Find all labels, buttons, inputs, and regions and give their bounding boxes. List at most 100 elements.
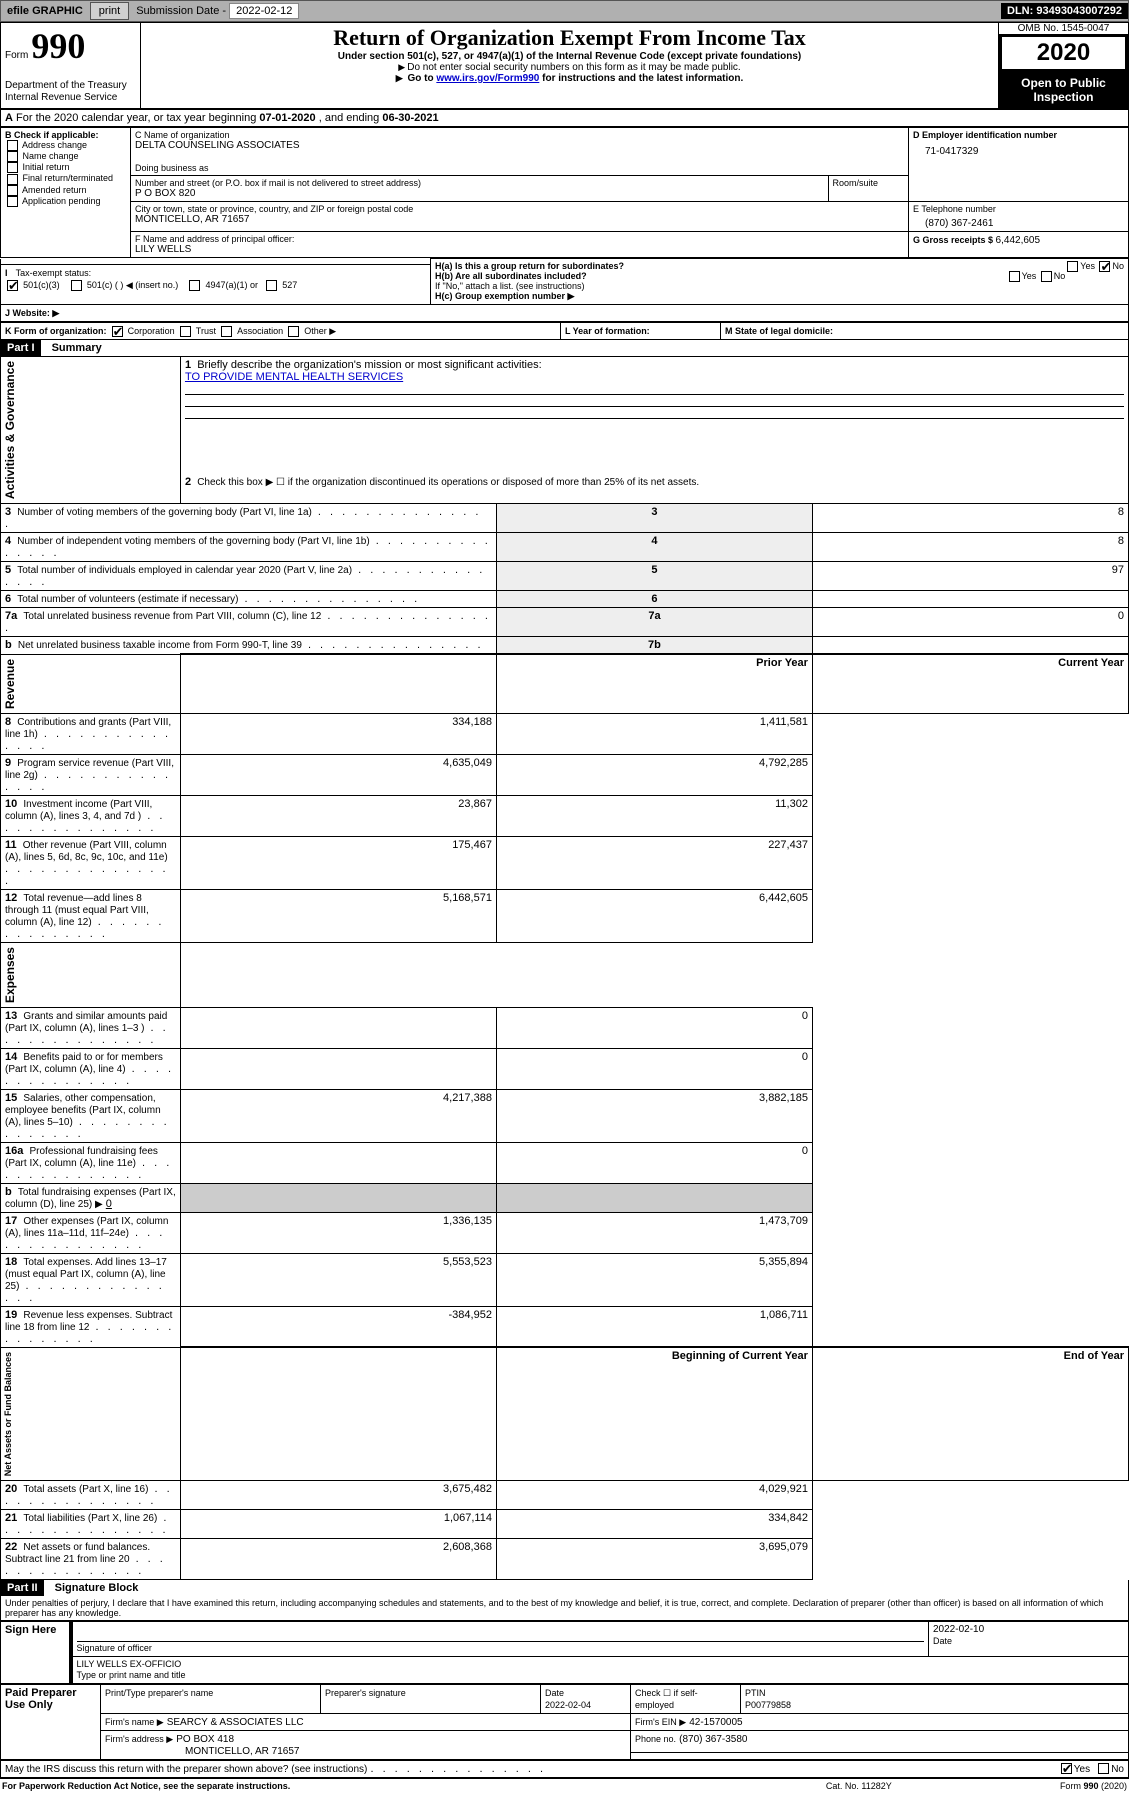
- box-k: K Form of organization: Corporation Trus…: [1, 323, 561, 340]
- sig-date: 2022-02-10 Date: [929, 1621, 1129, 1656]
- gov-row-num: 7a: [496, 608, 812, 637]
- firm-addr2: MONTICELLO, AR 71657: [105, 1746, 300, 1757]
- box-b-checkbox[interactable]: [7, 174, 18, 185]
- box-b-checkbox[interactable]: [7, 162, 18, 173]
- box-f: F Name and address of principal officer:…: [131, 232, 909, 258]
- gov-row-text: 6 Total number of volunteers (estimate i…: [1, 591, 497, 608]
- row-prior: 1,336,135: [180, 1212, 496, 1253]
- gov-row-num: 4: [496, 533, 812, 562]
- row-curr: 334,842: [496, 1509, 812, 1538]
- dept-treasury: Department of the Treasury Internal Reve…: [5, 80, 127, 103]
- entity-table: B Check if applicable: Address change Na…: [0, 127, 1129, 258]
- 4947-checkbox[interactable]: [189, 280, 200, 291]
- row-text: 19 Revenue less expenses. Subtract line …: [1, 1306, 181, 1347]
- gov-row-text: b Net unrelated business taxable income …: [1, 637, 497, 655]
- firm-addr1: PO BOX 418: [176, 1734, 234, 1745]
- ptin-value: P00779858: [745, 1700, 791, 1710]
- box-b-checkbox[interactable]: [7, 151, 18, 162]
- gov-row-num: 5: [496, 562, 812, 591]
- row-curr: 5,355,894: [496, 1253, 812, 1306]
- row-text: 9 Program service revenue (Part VIII, li…: [1, 754, 181, 795]
- box-b-checkbox[interactable]: [7, 140, 18, 151]
- discuss-row: May the IRS discuss this return with the…: [1, 1760, 1129, 1777]
- box-c-address: Number and street (or P.O. box if mail i…: [131, 176, 909, 202]
- website-label: J Website: ▶: [5, 308, 59, 318]
- city-value: MONTICELLO, AR 71657: [135, 214, 904, 225]
- arrow-icon: [396, 73, 405, 84]
- assoc-checkbox[interactable]: [221, 326, 232, 337]
- box-d-e: D Employer identification number 71-0417…: [909, 128, 1129, 202]
- row-curr: 0: [496, 1142, 812, 1183]
- corp-checkbox[interactable]: [112, 326, 123, 337]
- dln-label: DLN:: [1007, 5, 1036, 17]
- other-checkbox[interactable]: [288, 326, 299, 337]
- 501c-checkbox[interactable]: [71, 280, 82, 291]
- box-c-name: C Name of organization DELTA COUNSELING …: [131, 128, 909, 176]
- name-label: C Name of organization: [135, 130, 904, 140]
- no-label: No: [1112, 261, 1124, 271]
- row-prior: 5,168,571: [180, 889, 496, 942]
- tax-year-end: 06-30-2021: [382, 112, 438, 124]
- line-a-mid: , and ending: [319, 112, 383, 124]
- gov-row-num: 3: [496, 504, 812, 533]
- footer-right: Form 990 (2020): [948, 1781, 1127, 1791]
- irs-link[interactable]: www.irs.gov/Form990: [436, 73, 539, 84]
- ha-yes-checkbox[interactable]: [1067, 261, 1078, 272]
- gov-row-num: 6: [496, 591, 812, 608]
- hb-no-checkbox[interactable]: [1041, 271, 1052, 282]
- firm-addr-label: Firm's address ▶: [105, 1734, 173, 1744]
- row-text: 22 Net assets or fund balances. Subtract…: [1, 1538, 181, 1579]
- year-cell: OMB No. 1545-0047 2020 Open to Public In…: [999, 23, 1129, 109]
- discuss-no-checkbox[interactable]: [1098, 1763, 1109, 1774]
- row-curr: 4,029,921: [496, 1480, 812, 1509]
- preparer-table: Paid Preparer Use Only Print/Type prepar…: [0, 1684, 1129, 1760]
- firm-phone-label: Phone no.: [635, 1734, 676, 1744]
- q2-text: Check this box ▶ ☐ if the organization d…: [197, 477, 699, 488]
- hb-yes-checkbox[interactable]: [1009, 271, 1020, 282]
- mission-text: TO PROVIDE MENTAL HEALTH SERVICES: [185, 371, 403, 383]
- room-label: Room/suite: [833, 178, 905, 188]
- prep-name-label: Print/Type preparer's name: [105, 1688, 213, 1698]
- row-curr: 0: [496, 1048, 812, 1089]
- gov-row-text: 5 Total number of individuals employed i…: [1, 562, 497, 591]
- org-name: DELTA COUNSELING ASSOCIATES: [135, 140, 904, 151]
- row-prior: 4,635,049: [180, 754, 496, 795]
- section-net: Net Assets or Fund Balances: [1, 1348, 15, 1480]
- prep-date-value: 2022-02-04: [545, 1700, 591, 1710]
- firm-name-label: Firm's name ▶: [105, 1717, 164, 1727]
- row-curr: 227,437: [496, 836, 812, 889]
- self-emp-label: Check ☐ if self-employed: [635, 1688, 698, 1710]
- efile-label: efile GRAPHIC: [1, 5, 89, 17]
- row-prior: [180, 1007, 496, 1048]
- row-prior: 5,553,523: [180, 1253, 496, 1306]
- officer-label: F Name and address of principal officer:: [135, 234, 904, 244]
- row-prior: 3,675,482: [180, 1480, 496, 1509]
- trust-checkbox[interactable]: [180, 326, 191, 337]
- ha-no-checkbox[interactable]: [1099, 261, 1110, 272]
- domicile-label: M State of legal domicile:: [725, 326, 833, 336]
- 527-checkbox[interactable]: [266, 280, 277, 291]
- box-b-checkbox[interactable]: [7, 185, 18, 196]
- box-b: B Check if applicable: Address change Na…: [1, 128, 131, 258]
- street-label: Number and street (or P.O. box if mail i…: [135, 178, 824, 188]
- public-inspection: Open to Public Inspection: [999, 72, 1128, 108]
- gov-row-val: 0: [812, 608, 1128, 637]
- print-button[interactable]: print: [90, 2, 129, 20]
- ha-label: H(a) Is this a group return for subordin…: [435, 261, 624, 271]
- footer-mid: Cat. No. 11282Y: [771, 1781, 946, 1791]
- yes-label-2: Yes: [1022, 271, 1037, 281]
- form-id-cell: Form 990 Department of the Treasury Inte…: [1, 23, 141, 109]
- form-word: Form: [5, 50, 28, 61]
- row-prior: 23,867: [180, 795, 496, 836]
- sign-date-value: 2022-02-10: [933, 1624, 1124, 1635]
- discuss-yes-checkbox[interactable]: [1061, 1763, 1072, 1774]
- sig-name: LILY WELLS EX-OFFICIO Type or print name…: [71, 1656, 1129, 1683]
- firm-name-value: SEARCY & ASSOCIATES LLC: [167, 1717, 304, 1728]
- sig-officer-label: Signature of officer: [77, 1643, 152, 1653]
- row-curr: 0: [496, 1007, 812, 1048]
- 501c3-checkbox[interactable]: [7, 280, 18, 291]
- row-curr: 1,473,709: [496, 1212, 812, 1253]
- other-label: Other ▶: [304, 326, 336, 336]
- box-b-checkbox[interactable]: [7, 196, 18, 207]
- gov-row-num: 7b: [496, 637, 812, 655]
